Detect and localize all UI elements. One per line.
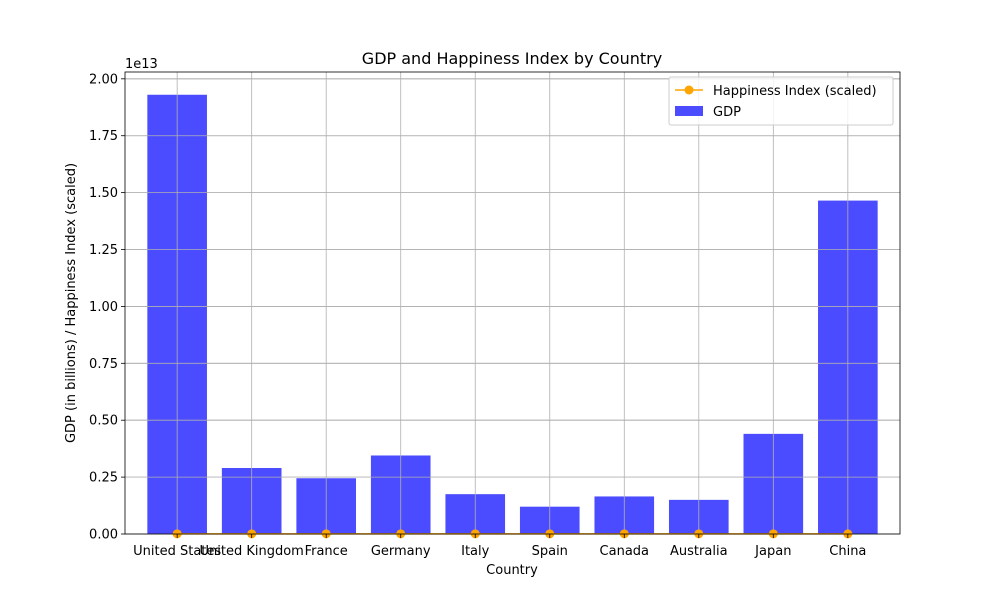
axis-layer: 0.00 0.25 0.50 0.75 1.00 1.25 1.50 1.75 2.00 Unit…	[89, 71, 901, 559]
x-axis-title: Country	[486, 563, 538, 578]
legend-bar-swatch	[675, 106, 703, 116]
x-tick-label: Italy	[461, 544, 490, 559]
legend-box	[668, 76, 894, 126]
x-tick-label: France	[305, 544, 348, 559]
chart-title: GDP and Happiness Index by Country	[362, 49, 662, 68]
plot-frame	[124, 71, 901, 535]
y-offset-label: 1e13	[125, 57, 158, 72]
y-tick-label: 0.75	[89, 357, 118, 372]
x-tick-label: Canada	[600, 544, 649, 559]
y-tick-label: 1.25	[89, 243, 118, 258]
legend-label-gdp: GDP	[713, 105, 741, 120]
y-tick-label: 1.50	[89, 186, 118, 201]
y-tick-label: 0.00	[89, 528, 118, 543]
y-axis-title: GDP (in billions) / Happiness Index (sca…	[64, 163, 79, 443]
x-tick-label: Australia	[670, 544, 728, 559]
y-tick-label: 0.50	[89, 414, 118, 429]
x-tick-label: United States	[133, 544, 221, 559]
x-tick-label: Spain	[532, 544, 568, 559]
x-tick-label: Japan	[754, 544, 791, 559]
y-tick-label: 0.25	[89, 471, 118, 486]
y-tick-label: 1.75	[89, 129, 118, 144]
y-tick-label: 2.00	[89, 72, 118, 87]
x-tick-label: Germany	[371, 544, 431, 559]
y-tick-label: 1.00	[89, 300, 118, 315]
legend-marker-swatch	[684, 85, 694, 95]
legend: Happiness Index (scaled) GDP	[668, 76, 894, 126]
x-tick-label: China	[829, 544, 866, 559]
legend-label-happiness: Happiness Index (scaled)	[713, 84, 877, 99]
x-tick-label: United Kingdom	[200, 544, 304, 559]
